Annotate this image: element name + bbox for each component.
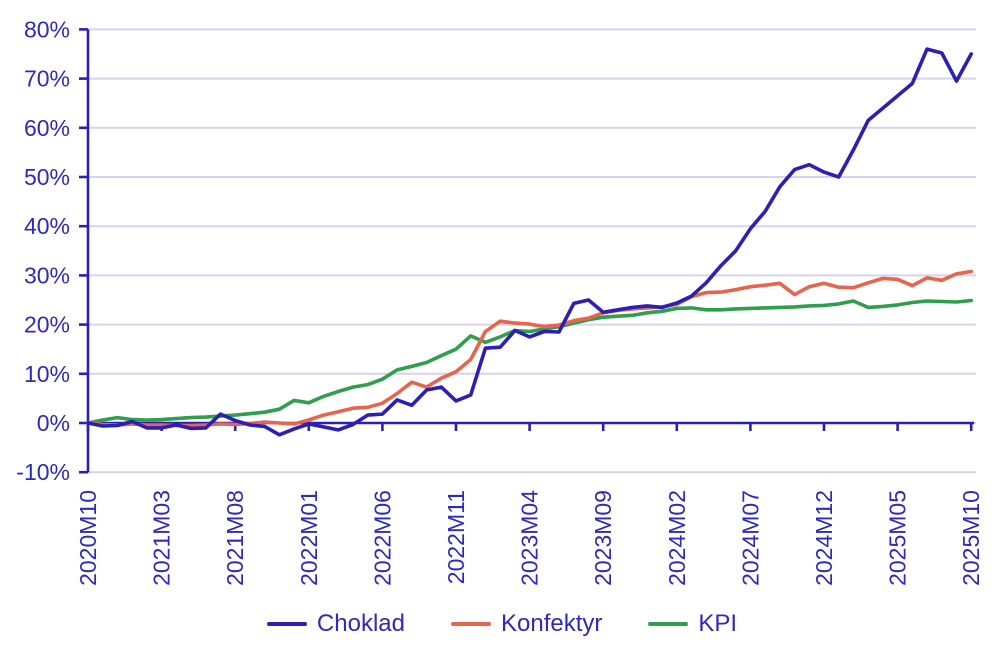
- y-tick-label: 20%: [24, 312, 70, 338]
- legend-swatch-choklad: [266, 621, 307, 626]
- legend-label-kpi: KPI: [698, 609, 738, 637]
- x-tick-label: 2024M07: [737, 490, 763, 586]
- y-tick-label: 40%: [24, 213, 70, 239]
- y-tick-label: 80%: [24, 16, 70, 42]
- x-tick-label: 2020M10: [75, 490, 101, 586]
- y-tick-label: 50%: [24, 164, 70, 190]
- x-tick-label: 2024M02: [664, 490, 690, 586]
- legend-swatch-konfektyr: [450, 621, 491, 626]
- x-tick-label: 2021M03: [149, 490, 175, 586]
- y-tick-label: 10%: [24, 361, 70, 387]
- y-tick-label: 0%: [37, 410, 70, 436]
- x-tick-label: 2022M01: [296, 490, 322, 586]
- legend-label-choklad: Choklad: [316, 609, 405, 637]
- legend-item-kpi: KPI: [648, 610, 737, 638]
- series-line-kpi: [86, 298, 974, 425]
- y-tick-label: 70%: [24, 66, 70, 92]
- x-tick-label: 2021M08: [222, 490, 248, 586]
- x-tick-label: 2022M06: [369, 490, 395, 586]
- chart-legend: Choklad Konfektyr KPI: [0, 604, 1004, 649]
- series-line-choklad: [86, 47, 974, 437]
- legend-item-choklad: Choklad: [266, 609, 405, 638]
- x-tick-label: 2025M10: [958, 490, 984, 586]
- y-tick-label: -10%: [16, 459, 70, 485]
- x-tick-label: 2025M05: [885, 490, 911, 586]
- x-tick-label: 2023M09: [590, 490, 616, 586]
- legend-label-konfektyr: Konfektyr: [500, 609, 603, 637]
- line-chart-plot: 80% 70% 60% 50% 40% 30% 20% 10% 0% -10%2020M10 202…: [16, 16, 984, 586]
- series-line-konfektyr: [86, 269, 974, 428]
- y-tick-label: 30%: [24, 262, 70, 288]
- x-tick-label: 2022M11: [443, 490, 469, 584]
- legend-item-konfektyr: Konfektyr: [450, 609, 603, 638]
- legend-swatch-kpi: [648, 621, 689, 626]
- x-tick-label: 2024M12: [811, 490, 837, 586]
- y-tick-label: 60%: [24, 115, 70, 141]
- x-tick-label: 2023M04: [517, 490, 543, 586]
